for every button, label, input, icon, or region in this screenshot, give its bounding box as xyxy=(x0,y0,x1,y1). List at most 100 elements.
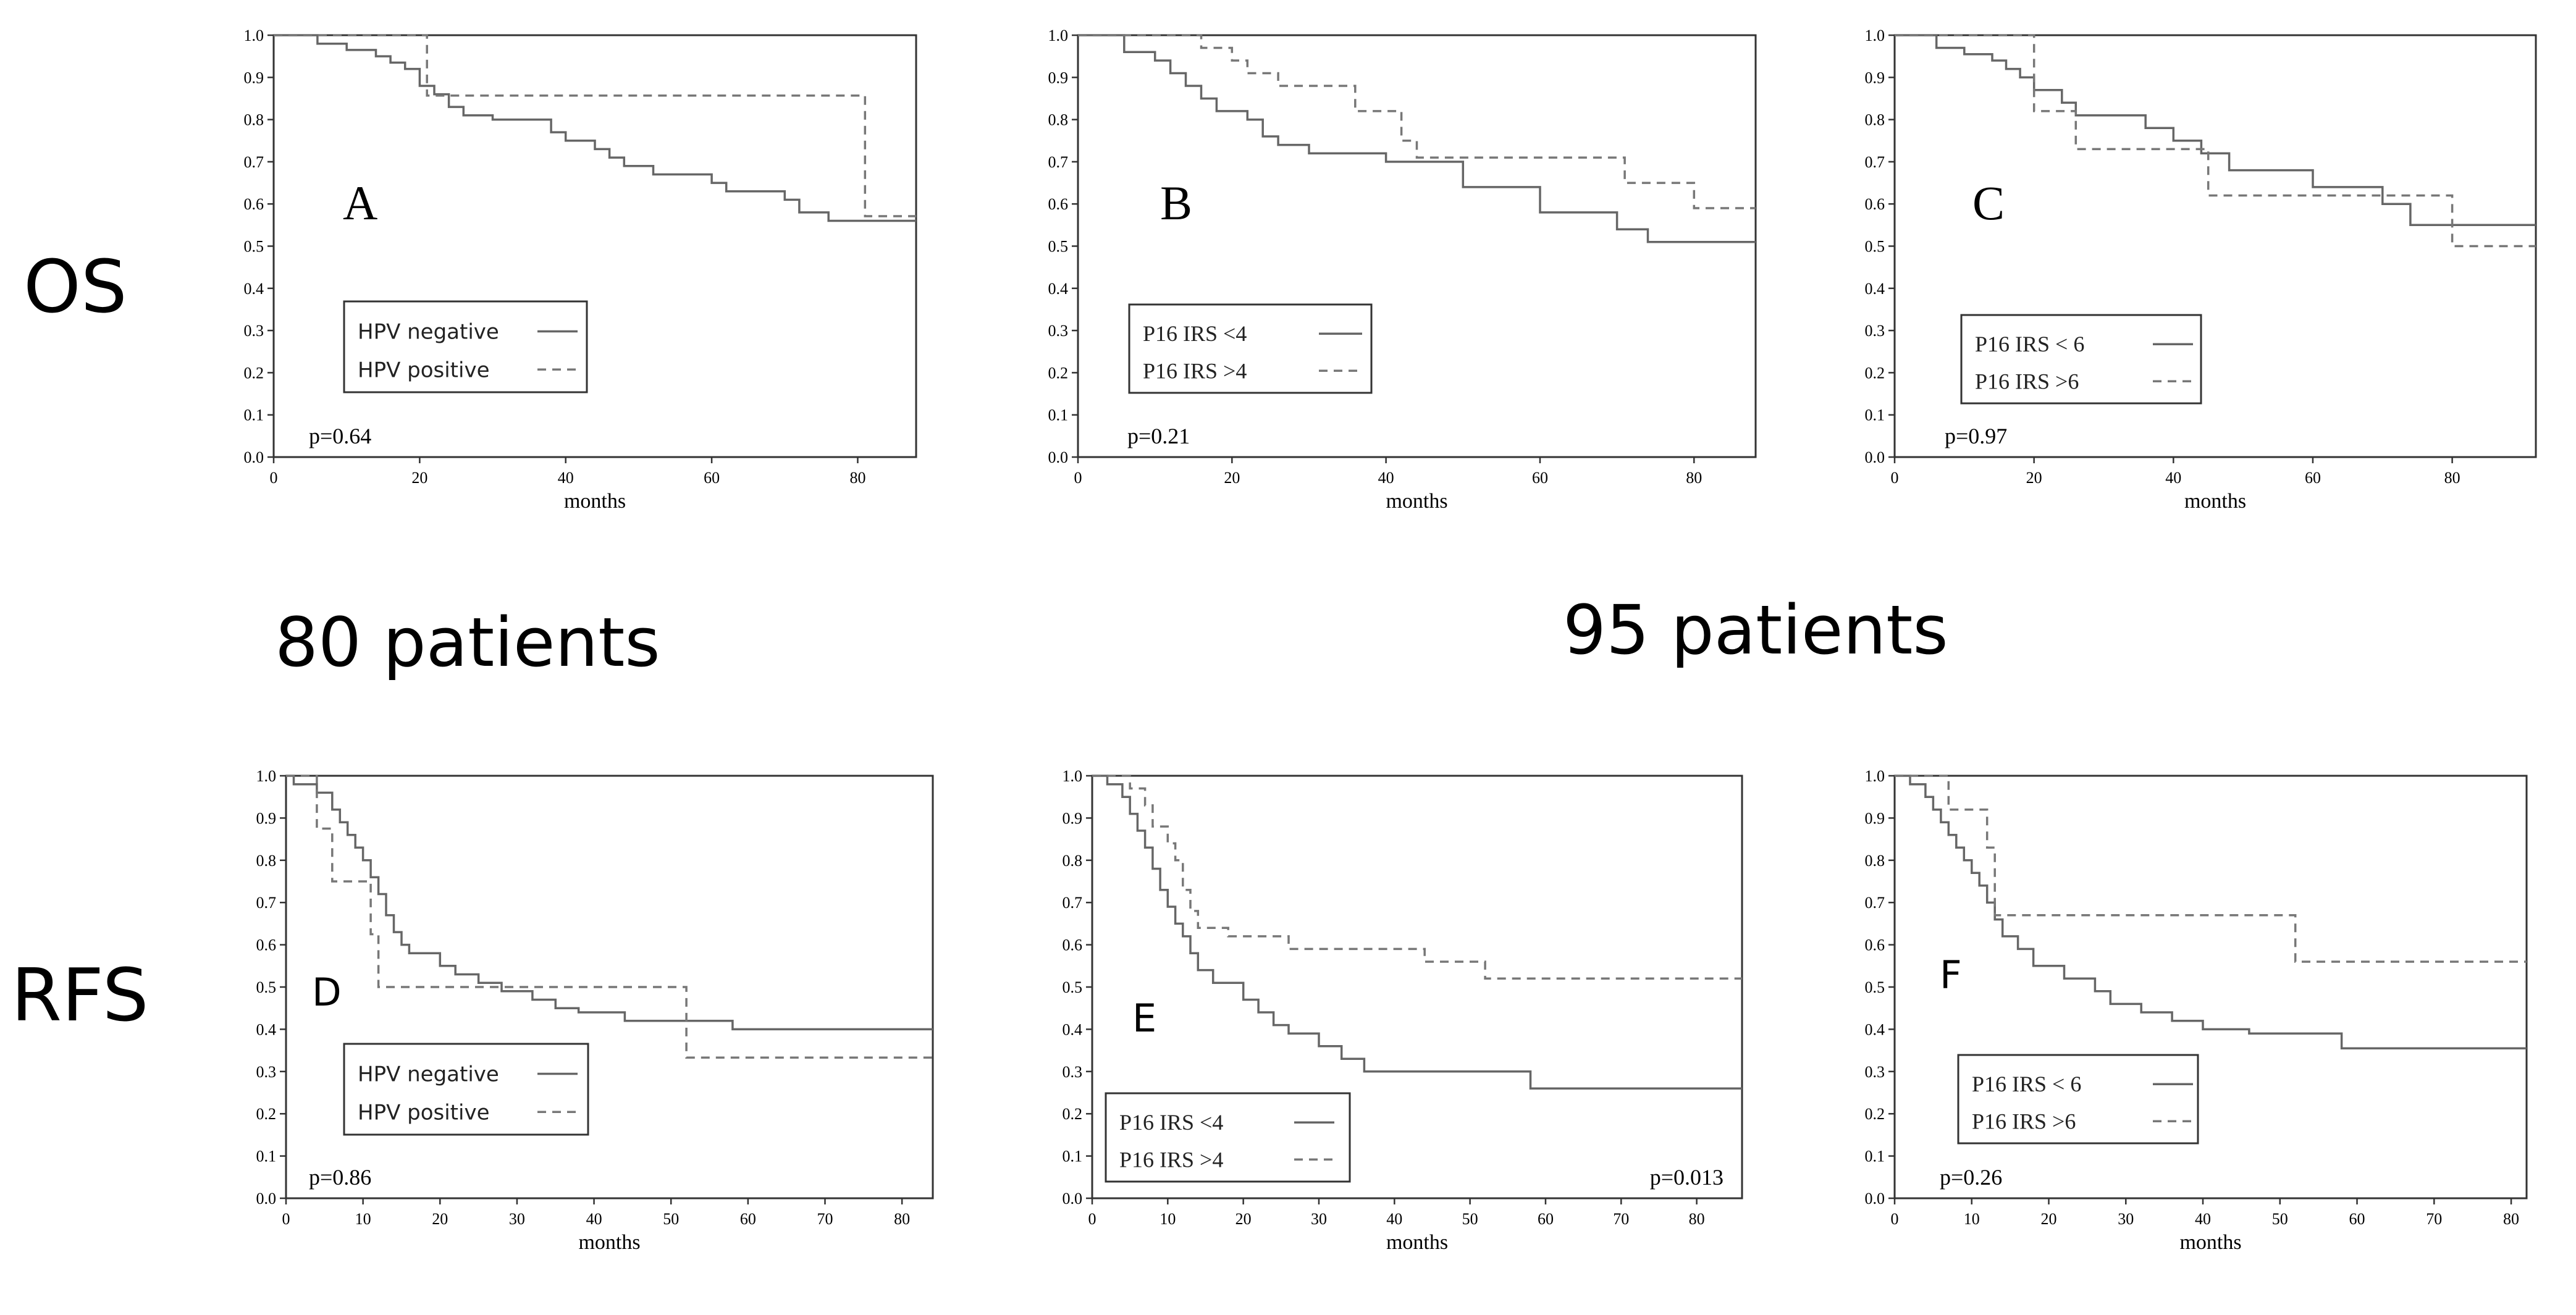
x-tick-label: 70 xyxy=(2426,1210,2442,1228)
y-tick-label: 0.2 xyxy=(1048,364,1069,382)
y-tick-label: 0.2 xyxy=(1063,1105,1083,1123)
legend-entry-label: P16 IRS >4 xyxy=(1143,358,1247,383)
y-tick-label: 0.1 xyxy=(1865,406,1885,424)
y-tick-label: 1.0 xyxy=(256,767,277,785)
x-tick-label: 20 xyxy=(2026,469,2042,487)
x-tick-label: 70 xyxy=(817,1210,833,1228)
y-tick-label: 0.7 xyxy=(256,894,277,912)
legend-entry-label: P16 IRS <4 xyxy=(1143,321,1247,346)
survival-curve-solid xyxy=(1895,34,2536,227)
legend-entry-label: HPV positive xyxy=(358,1100,490,1125)
x-tick-label: 0 xyxy=(1074,469,1082,487)
legend-box xyxy=(343,300,588,393)
y-tick-label: 0.4 xyxy=(256,1020,277,1038)
x-axis-label: months xyxy=(2179,1231,2241,1254)
x-axis-label: months xyxy=(578,1231,640,1254)
km-panel-b: 0.0 0.1 0.2 0.3 0.4 0.5 0.6 0.7 0.8 0.9 1.0 0 20 40 60… xyxy=(1048,27,1757,513)
panel-letter: E xyxy=(1132,996,1156,1041)
y-tick-label: 0.9 xyxy=(256,809,277,827)
legend-entry-label: P16 IRS >4 xyxy=(1119,1147,1223,1172)
y-tick-label: 0.1 xyxy=(1865,1148,1885,1166)
y-tick-label: 1.0 xyxy=(1865,27,1885,44)
survival-curve-dashed xyxy=(286,775,933,1059)
x-tick-label: 20 xyxy=(432,1210,448,1228)
y-tick-label: 0.7 xyxy=(1865,153,1885,171)
x-tick-label: 40 xyxy=(1386,1210,1402,1228)
x-tick-label: 30 xyxy=(509,1210,525,1228)
y-tick-label: 1.0 xyxy=(1063,767,1083,785)
y-tick-label: 0.0 xyxy=(1865,1190,1885,1208)
y-tick-label: 0.9 xyxy=(1063,809,1083,827)
legend-entry-label: P16 IRS < 6 xyxy=(1972,1072,2081,1096)
y-tick-label: 0.8 xyxy=(1063,852,1083,870)
y-tick-label: 0.1 xyxy=(1063,1148,1083,1166)
y-tick-label: 0.7 xyxy=(1063,894,1083,912)
x-tick-label: 30 xyxy=(1311,1210,1327,1228)
legend-box xyxy=(1957,1054,2199,1145)
survival-curve-dashed xyxy=(1895,34,2536,248)
x-tick-label: 60 xyxy=(740,1210,756,1228)
survival-curve-dashed xyxy=(1895,775,2527,963)
x-tick-label: 40 xyxy=(2165,469,2181,487)
x-tick-label: 50 xyxy=(1462,1210,1478,1228)
y-tick-label: 0.6 xyxy=(1063,936,1083,954)
x-tick-label: 40 xyxy=(558,469,574,487)
y-tick-label: 0.3 xyxy=(1865,1063,1885,1081)
km-panel-a: 0.0 0.1 0.2 0.3 0.4 0.5 0.6 0.7 0.8 0.9 1.0 0 20 40 60… xyxy=(244,27,917,513)
y-tick-label: 0.3 xyxy=(1063,1063,1083,1081)
p-value-label: p=0.26 xyxy=(1940,1165,2002,1190)
survival-curve-solid xyxy=(1895,775,2527,1049)
survival-curve-dashed xyxy=(1092,775,1742,980)
y-tick-label: 0.5 xyxy=(1865,978,1885,996)
y-tick-label: 0.7 xyxy=(1048,153,1069,171)
legend-entry-label: P16 IRS <4 xyxy=(1119,1110,1223,1135)
legend: HPV negative HPV positive xyxy=(343,1043,589,1136)
x-tick-label: 20 xyxy=(2041,1210,2057,1228)
y-tick-label: 0.3 xyxy=(1048,322,1069,340)
y-tick-label: 0.7 xyxy=(244,153,264,171)
survival-curve-solid xyxy=(1092,775,1742,1090)
y-tick-label: 0.4 xyxy=(1063,1020,1083,1038)
p-value-label: p=0.86 xyxy=(309,1165,371,1190)
x-tick-label: 0 xyxy=(1891,469,1899,487)
y-tick-label: 0.0 xyxy=(1063,1190,1083,1208)
panel-letter: B xyxy=(1160,176,1192,230)
y-tick-label: 0.5 xyxy=(1865,238,1885,256)
x-tick-label: 80 xyxy=(894,1210,910,1228)
y-tick-label: 0.3 xyxy=(244,322,264,340)
x-tick-label: 40 xyxy=(1378,469,1394,487)
survival-curve-solid xyxy=(1078,34,1756,243)
y-tick-label: 0.8 xyxy=(1048,111,1069,129)
panels: 0.0 0.1 0.2 0.3 0.4 0.5 0.6 0.7 0.8 0.9 1.0 0 20 40 60… xyxy=(244,27,2537,1254)
survival-curve-dashed xyxy=(274,34,916,217)
x-tick-label: 80 xyxy=(2503,1210,2519,1228)
y-tick-label: 0.8 xyxy=(244,111,264,129)
group-label-80: 80 patients xyxy=(275,603,660,682)
x-tick-label: 10 xyxy=(355,1210,371,1228)
x-axis-label: months xyxy=(1386,490,1447,513)
y-tick-label: 0.8 xyxy=(1865,852,1885,870)
legend-box xyxy=(1128,303,1373,394)
legend-box xyxy=(1105,1092,1351,1183)
x-tick-label: 0 xyxy=(1891,1210,1899,1228)
x-tick-label: 20 xyxy=(1224,469,1240,487)
legend-box xyxy=(1960,314,2202,405)
plot-frame-b xyxy=(1077,34,1757,458)
legend: P16 IRS < 6 P16 IRS >6 xyxy=(1960,314,2202,405)
legend: P16 IRS <4 P16 IRS >4 xyxy=(1105,1092,1351,1183)
x-tick-label: 40 xyxy=(2195,1210,2211,1228)
row-label-os: OS xyxy=(23,244,127,329)
legend: P16 IRS < 6 P16 IRS >6 xyxy=(1957,1054,2199,1145)
x-tick-label: 70 xyxy=(1613,1210,1629,1228)
x-tick-label: 80 xyxy=(1689,1210,1705,1228)
y-tick-label: 1.0 xyxy=(1048,27,1069,44)
x-tick-label: 40 xyxy=(586,1210,602,1228)
y-tick-label: 0.9 xyxy=(244,69,264,86)
row-label-rfs: RFS xyxy=(11,952,149,1038)
x-axis-label: months xyxy=(1386,1231,1448,1254)
panel-letter: D xyxy=(312,970,342,1015)
y-tick-label: 0.1 xyxy=(1048,406,1069,424)
y-tick-label: 0.9 xyxy=(1865,809,1885,827)
y-tick-label: 0.5 xyxy=(244,238,264,256)
y-tick-label: 0.9 xyxy=(1865,69,1885,86)
